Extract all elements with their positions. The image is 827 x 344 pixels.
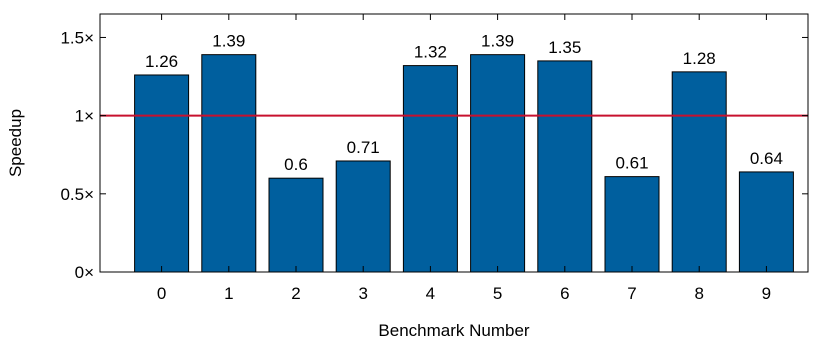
- x-tick-label-7: 7: [627, 284, 636, 303]
- plot-area-frame: [99, 13, 809, 273]
- x-tick-label-8: 8: [694, 284, 703, 303]
- data-label-6: 1.35: [548, 38, 581, 57]
- x-tick-label-1: 1: [224, 284, 233, 303]
- bar-5: [470, 54, 526, 273]
- x-tick-label-5: 5: [493, 284, 502, 303]
- bar-4: [402, 65, 458, 273]
- data-label-0: 1.26: [145, 52, 178, 71]
- bar-0: [134, 74, 190, 273]
- bar-6: [537, 60, 593, 273]
- x-tick-label-0: 0: [157, 284, 166, 303]
- labels-group: 1.26 1.39 0.6 0.71 1.32 1.39 1.35 0.61 1.28 0.64 0…: [60, 28, 783, 303]
- bar-3: [335, 160, 391, 273]
- bar-8: [671, 71, 727, 273]
- data-label-3: 0.71: [347, 138, 380, 157]
- data-label-9: 0.64: [750, 149, 783, 168]
- bars-group: [134, 54, 794, 273]
- axis-ticks-group: [100, 14, 808, 273]
- x-tick-label-3: 3: [358, 284, 367, 303]
- x-tick-label-2: 2: [291, 284, 300, 303]
- x-axis-label: Benchmark Number: [378, 321, 530, 340]
- x-tick-label-9: 9: [762, 284, 771, 303]
- y-tick-label-3: 1.5×: [60, 28, 94, 47]
- y-tick-label-2: 1×: [75, 107, 94, 126]
- x-tick-label-6: 6: [560, 284, 569, 303]
- data-label-2: 0.6: [284, 155, 308, 174]
- y-tick-label-1: 0.5×: [60, 185, 94, 204]
- data-label-7: 0.61: [615, 154, 648, 173]
- y-tick-label-0: 0×: [75, 263, 94, 282]
- bar-2: [268, 177, 324, 273]
- data-label-5: 1.39: [481, 32, 514, 51]
- bar-7: [604, 176, 660, 273]
- x-tick-label-4: 4: [426, 284, 435, 303]
- data-label-1: 1.39: [212, 32, 245, 51]
- bar-1: [201, 54, 257, 273]
- bar-9: [738, 171, 794, 273]
- y-axis-label: Speedup: [6, 109, 25, 177]
- data-label-8: 1.28: [683, 49, 716, 68]
- data-label-4: 1.32: [414, 43, 447, 62]
